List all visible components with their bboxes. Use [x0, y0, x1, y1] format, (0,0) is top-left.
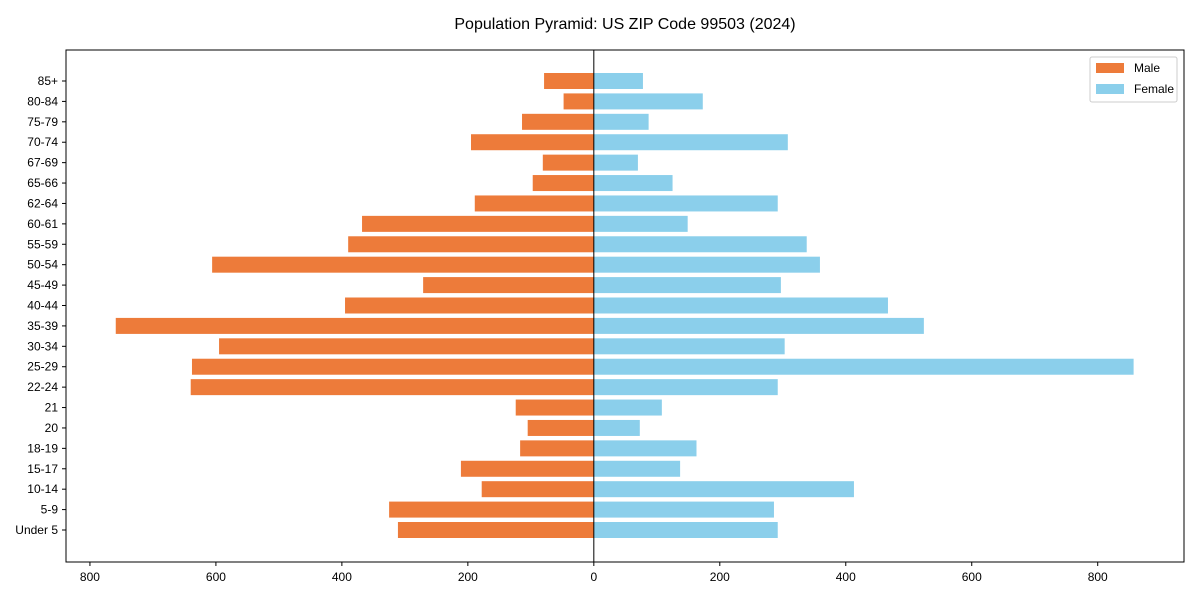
bar-female-62-64 [593, 195, 778, 212]
bar-male-30-34 [219, 338, 594, 355]
bar-female-50-54 [593, 256, 820, 273]
legend-swatch-female [1096, 84, 1124, 94]
x-tick-label: 800 [80, 570, 100, 584]
y-tick-label: 65-66 [27, 176, 58, 190]
bar-female-80-84 [593, 93, 703, 110]
y-tick-label: 20 [45, 421, 59, 435]
bar-male-85+ [544, 73, 594, 89]
x-tick-label: 400 [332, 570, 352, 584]
bar-male-62-64 [474, 195, 594, 212]
x-tick-label: 800 [1088, 570, 1108, 584]
y-tick-label: 62-64 [27, 196, 58, 210]
y-tick-label: 22-24 [27, 380, 58, 394]
bar-male-35-39 [115, 317, 594, 334]
y-tick-label: 10-14 [27, 482, 58, 496]
legend: Male Female [1089, 56, 1178, 103]
bar-male-55-59 [348, 236, 594, 253]
bar-male-18-19 [520, 440, 594, 457]
bar-female-Under 5 [593, 522, 778, 538]
bar-female-20 [593, 419, 640, 436]
bar-female-65-66 [593, 175, 673, 192]
bar-female-45-49 [593, 277, 781, 294]
bar-male-75-79 [522, 113, 594, 130]
bar-female-18-19 [593, 440, 697, 457]
bar-male-15-17 [460, 460, 594, 477]
bar-male-70-74 [470, 134, 594, 151]
bar-male-21 [515, 399, 594, 416]
bar-male-22-24 [190, 379, 594, 396]
y-tick-label: 70-74 [27, 135, 58, 149]
bar-male-10-14 [481, 481, 594, 498]
y-tick-label: 85+ [38, 74, 58, 88]
x-tick-label: 0 [590, 570, 597, 584]
legend-label-female: Female [1134, 82, 1174, 96]
y-tick-label: 18-19 [27, 441, 58, 455]
bar-male-67-69 [542, 154, 594, 171]
bar-female-55-59 [593, 236, 807, 253]
y-tick-label: 5-9 [41, 503, 59, 517]
bar-male-45-49 [423, 277, 594, 294]
y-tick-label: 80-84 [27, 94, 58, 108]
y-tick-label: 40-44 [27, 299, 58, 313]
x-tick-label: 600 [962, 570, 982, 584]
y-tick-label: 15-17 [27, 462, 58, 476]
y-tick-label: 55-59 [27, 237, 58, 251]
bar-female-35-39 [593, 317, 924, 334]
bar-female-75-79 [593, 113, 649, 130]
bar-male-80-84 [563, 93, 594, 110]
chart-title: Population Pyramid: US ZIP Code 99503 (2… [454, 16, 795, 33]
bar-male-65-66 [532, 175, 594, 192]
bar-female-60-61 [593, 215, 688, 232]
y-tick-label: 50-54 [27, 258, 58, 272]
x-tick-label: 200 [710, 570, 730, 584]
x-tick-label: 200 [458, 570, 478, 584]
bar-female-15-17 [593, 460, 681, 477]
bar-male-50-54 [212, 256, 594, 273]
bar-male-25-29 [191, 358, 594, 375]
y-tick-label: 21 [45, 401, 59, 415]
bar-female-67-69 [593, 154, 638, 171]
legend-swatch-male [1096, 63, 1124, 73]
bar-female-85+ [593, 73, 643, 89]
bar-female-5-9 [593, 501, 774, 518]
y-tick-label: 25-29 [27, 360, 58, 374]
bar-female-25-29 [593, 358, 1134, 375]
bar-male-20 [527, 419, 594, 436]
x-tick-label: 600 [206, 570, 226, 584]
y-tick-label: 67-69 [27, 156, 58, 170]
bar-female-40-44 [593, 297, 888, 314]
bar-female-22-24 [593, 379, 778, 396]
y-tick-label: Under 5 [15, 523, 58, 537]
y-tick-label: 45-49 [27, 278, 58, 292]
bar-male-60-61 [362, 215, 594, 232]
y-tick-label: 60-61 [27, 217, 58, 231]
bar-male-5-9 [389, 501, 594, 518]
bar-male-40-44 [345, 297, 594, 314]
bar-female-30-34 [593, 338, 785, 355]
legend-label-male: Male [1134, 61, 1160, 75]
x-tick-label: 400 [836, 570, 856, 584]
bar-female-21 [593, 399, 662, 416]
bar-male-Under 5 [397, 522, 594, 538]
y-tick-label: 30-34 [27, 339, 58, 353]
bar-female-10-14 [593, 481, 854, 498]
bar-female-70-74 [593, 134, 788, 151]
y-tick-label: 75-79 [27, 115, 58, 129]
y-tick-label: 35-39 [27, 319, 58, 333]
